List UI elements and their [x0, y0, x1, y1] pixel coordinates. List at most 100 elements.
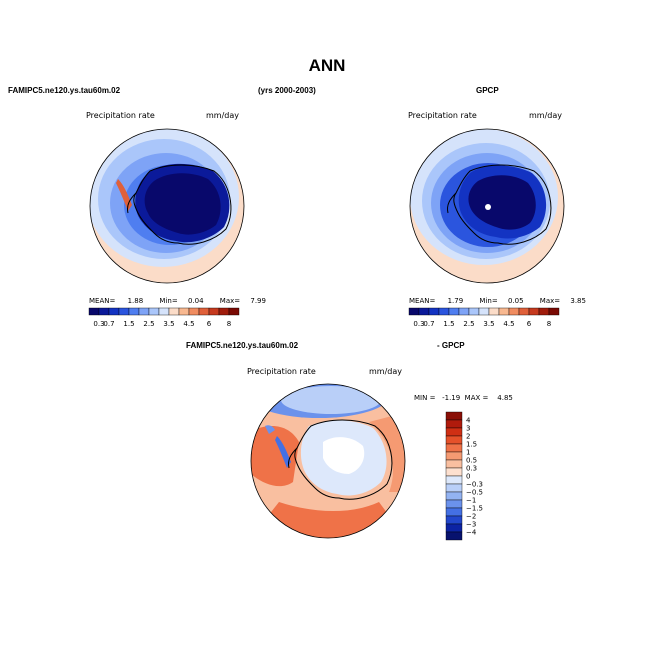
colorbar-swatch: [445, 459, 463, 469]
mean-label: MEAN=: [409, 297, 436, 305]
colorbar-swatch: [528, 307, 540, 316]
colorbar-tick-label: 0.3: [466, 465, 477, 473]
colorbar-swatch: [445, 451, 463, 461]
colorbar-swatch: [445, 491, 463, 501]
figure-title: ANN: [308, 56, 346, 75]
colorbar-tick-label: 1.5: [466, 441, 477, 449]
obs-colorbar: 0.30.7 1.5 2.5 3.5 4.5 6 8: [408, 307, 560, 328]
colorbar-swatch: [445, 419, 463, 429]
colorbar-tick-label: 1: [466, 449, 470, 457]
colorbar-tick-label: 2: [466, 433, 470, 441]
colorbar-swatch: [548, 307, 560, 316]
obs-precip-map: [409, 128, 565, 284]
colorbar-swatch: [538, 307, 550, 316]
diff-minmax: MIN = -1.19 MAX = 4.85: [414, 394, 513, 402]
min-label: Min=: [159, 297, 178, 305]
diff-variable-label: Precipitation rate: [247, 367, 316, 376]
model-stats: MEAN= 1.88 Min= 0.04 Max= 7.99: [89, 297, 266, 305]
colorbar-swatch: [445, 507, 463, 517]
colorbar-swatch: [445, 427, 463, 437]
colorbar-swatch: [88, 307, 100, 316]
max-value: 7.99: [250, 297, 266, 305]
colorbar-tick-label: −2: [466, 513, 476, 521]
obs-stats: MEAN= 1.79 Min= 0.05 Max= 3.85: [409, 297, 586, 305]
colorbar-swatch: [108, 307, 120, 316]
colorbar-tick-label: 8: [227, 320, 231, 328]
colorbar-tick-label: 1.5: [123, 320, 134, 328]
colorbar-tick-label: 8: [547, 320, 551, 328]
colorbar-tick-label: −0.5: [466, 489, 483, 497]
colorbar-tick-label: 0.3: [413, 320, 424, 328]
colorbar-swatch: [458, 307, 470, 316]
max-label: Max=: [539, 297, 561, 305]
colorbar-tick-label: −4: [466, 529, 477, 537]
colorbar-tick-label: 0.7: [103, 320, 114, 328]
colorbar-tick-label: 1.5: [443, 320, 454, 328]
colorbar-tick-label: 4: [466, 417, 471, 425]
colorbar-swatch: [445, 443, 463, 453]
colorbar-swatch: [188, 307, 200, 316]
colorbar-tick-label: 2.5: [463, 320, 474, 328]
colorbar-swatch: [98, 307, 110, 316]
colorbar-swatch: [118, 307, 130, 316]
colorbar-swatch: [445, 467, 463, 477]
colorbar-swatch: [208, 307, 220, 316]
colorbar-swatch: [138, 307, 150, 316]
colorbar-swatch: [445, 411, 463, 421]
obs-variable-label: Precipitation rate: [408, 111, 477, 120]
mean-value: 1.79: [447, 297, 464, 305]
colorbar-swatch: [428, 307, 440, 316]
colorbar-swatch: [158, 307, 170, 316]
colorbar-tick-label: −1: [466, 497, 476, 505]
colorbar-tick-label: 0.5: [466, 457, 477, 465]
colorbar-tick-label: 4.5: [503, 320, 514, 328]
colorbar-swatch: [508, 307, 520, 316]
colorbar-tick-label: −0.3: [466, 481, 483, 489]
model-case-label: FAMIPC5.ne120.ys.tau60m.02: [8, 86, 121, 95]
colorbar-swatch: [498, 307, 510, 316]
colorbar-swatch: [438, 307, 450, 316]
diff-units-label: mm/day: [369, 367, 402, 376]
model-units-label: mm/day: [206, 111, 239, 120]
min-value: 0.04: [187, 297, 204, 305]
colorbar-swatch: [445, 475, 463, 485]
colorbar-swatch: [468, 307, 480, 316]
colorbar-swatch: [445, 435, 463, 445]
colorbar-swatch: [228, 307, 240, 316]
colorbar-tick-label: 3: [466, 425, 470, 433]
colorbar-tick-label: 0.7: [423, 320, 434, 328]
colorbar-swatch: [445, 531, 463, 541]
diff-obs-label: - GPCP: [437, 341, 465, 350]
diff-precip-map: [250, 383, 406, 539]
diff-case-label: FAMIPC5.ne120.ys.tau60m.02: [186, 341, 299, 350]
colorbar-tick-label: 4.5: [183, 320, 194, 328]
obs-units-label: mm/day: [529, 111, 562, 120]
colorbar-tick-label: 0.3: [93, 320, 104, 328]
model-colorbar: 0.30.7 1.5 2.5 3.5 4.5 6 8: [88, 307, 240, 328]
colorbar-swatch: [408, 307, 420, 316]
colorbar-tick-label: 3.5: [163, 320, 174, 328]
colorbar-swatch: [448, 307, 460, 316]
colorbar-tick-label: 0: [466, 473, 470, 481]
colorbar-swatch: [148, 307, 160, 316]
min-label: Min=: [479, 297, 498, 305]
max-label: Max=: [219, 297, 241, 305]
colorbar-swatch: [445, 483, 463, 493]
model-precip-map: [89, 128, 245, 284]
colorbar-swatch: [198, 307, 210, 316]
colorbar-swatch: [178, 307, 190, 316]
colorbar-swatch: [518, 307, 530, 316]
mean-value: 1.88: [127, 297, 144, 305]
colorbar-swatch: [445, 523, 463, 533]
model-years-label: (yrs 2000-2003): [258, 86, 316, 95]
colorbar-swatch: [445, 515, 463, 525]
mean-label: MEAN=: [89, 297, 116, 305]
colorbar-swatch: [478, 307, 490, 316]
colorbar-swatch: [445, 499, 463, 509]
colorbar-swatch: [218, 307, 230, 316]
colorbar-swatch: [168, 307, 180, 316]
colorbar-tick-label: 2.5: [143, 320, 154, 328]
max-value: 3.85: [570, 297, 586, 305]
colorbar-swatch: [128, 307, 140, 316]
